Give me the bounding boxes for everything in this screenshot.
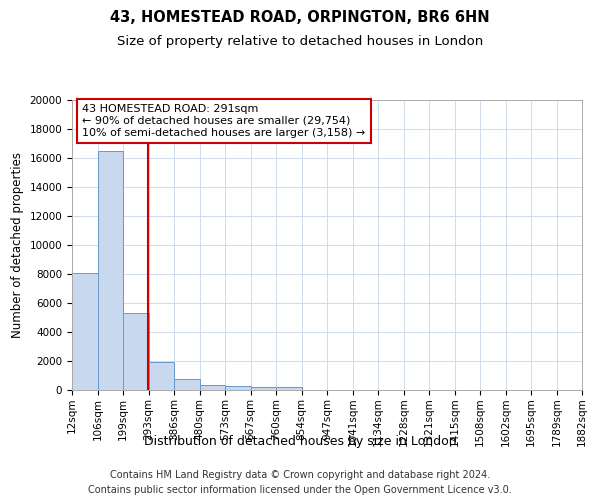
- Bar: [174, 379, 200, 390]
- Bar: [225, 386, 251, 390]
- Bar: [123, 313, 149, 390]
- Y-axis label: Number of detached properties: Number of detached properties: [11, 152, 24, 338]
- Text: Contains HM Land Registry data © Crown copyright and database right 2024.: Contains HM Land Registry data © Crown c…: [110, 470, 490, 480]
- Bar: [98, 151, 123, 390]
- Text: Size of property relative to detached houses in London: Size of property relative to detached ho…: [117, 35, 483, 48]
- Text: 43 HOMESTEAD ROAD: 291sqm
← 90% of detached houses are smaller (29,754)
10% of s: 43 HOMESTEAD ROAD: 291sqm ← 90% of detac…: [82, 104, 365, 138]
- Text: 43, HOMESTEAD ROAD, ORPINGTON, BR6 6HN: 43, HOMESTEAD ROAD, ORPINGTON, BR6 6HN: [110, 10, 490, 25]
- Bar: [276, 387, 302, 390]
- Bar: [72, 272, 98, 390]
- Bar: [200, 385, 225, 390]
- Text: Contains public sector information licensed under the Open Government Licence v3: Contains public sector information licen…: [88, 485, 512, 495]
- Bar: [251, 386, 276, 390]
- Text: Distribution of detached houses by size in London: Distribution of detached houses by size …: [143, 435, 457, 448]
- Bar: [149, 362, 174, 390]
